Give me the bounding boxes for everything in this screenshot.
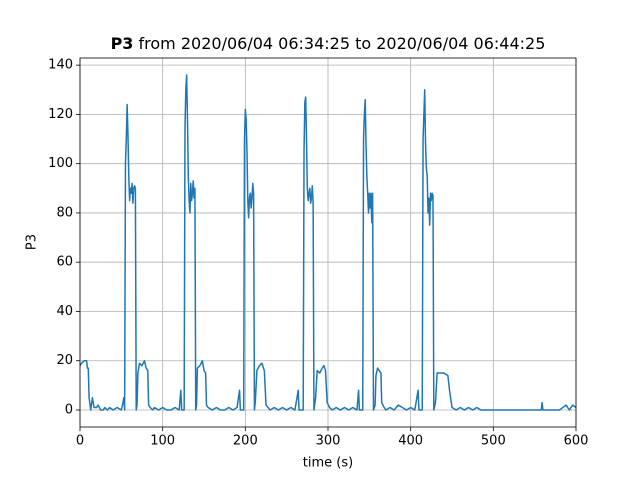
x-tick-label: 600: [564, 434, 589, 449]
y-tick-label: 80: [56, 205, 73, 220]
y-tick-label: 120: [48, 107, 73, 122]
y-tick-label: 60: [56, 255, 73, 270]
x-tick-label: 100: [150, 434, 175, 449]
y-axis-label: P3: [25, 234, 40, 250]
y-tick-label: 100: [48, 156, 73, 171]
x-tick-label: 500: [481, 434, 506, 449]
x-axis-label: time (s): [303, 456, 353, 471]
data-line: [80, 74, 576, 411]
x-tick-label: 0: [76, 434, 84, 449]
y-tick-label: 0: [65, 403, 73, 418]
y-tick-label: 40: [56, 304, 73, 319]
y-tick-label: 140: [48, 58, 73, 73]
plot-frame: [79, 57, 577, 428]
x-tick-label: 400: [398, 434, 423, 449]
y-tick-label: 20: [56, 353, 73, 368]
title-rest: from 2020/06/04 06:34:25 to 2020/06/04 0…: [139, 34, 546, 53]
title-bold: P3: [111, 34, 134, 53]
chart-title: P3 from 2020/06/04 06:34:25 to 2020/06/0…: [111, 34, 546, 53]
x-tick-label: 200: [233, 434, 258, 449]
x-tick-label: 300: [316, 434, 341, 449]
